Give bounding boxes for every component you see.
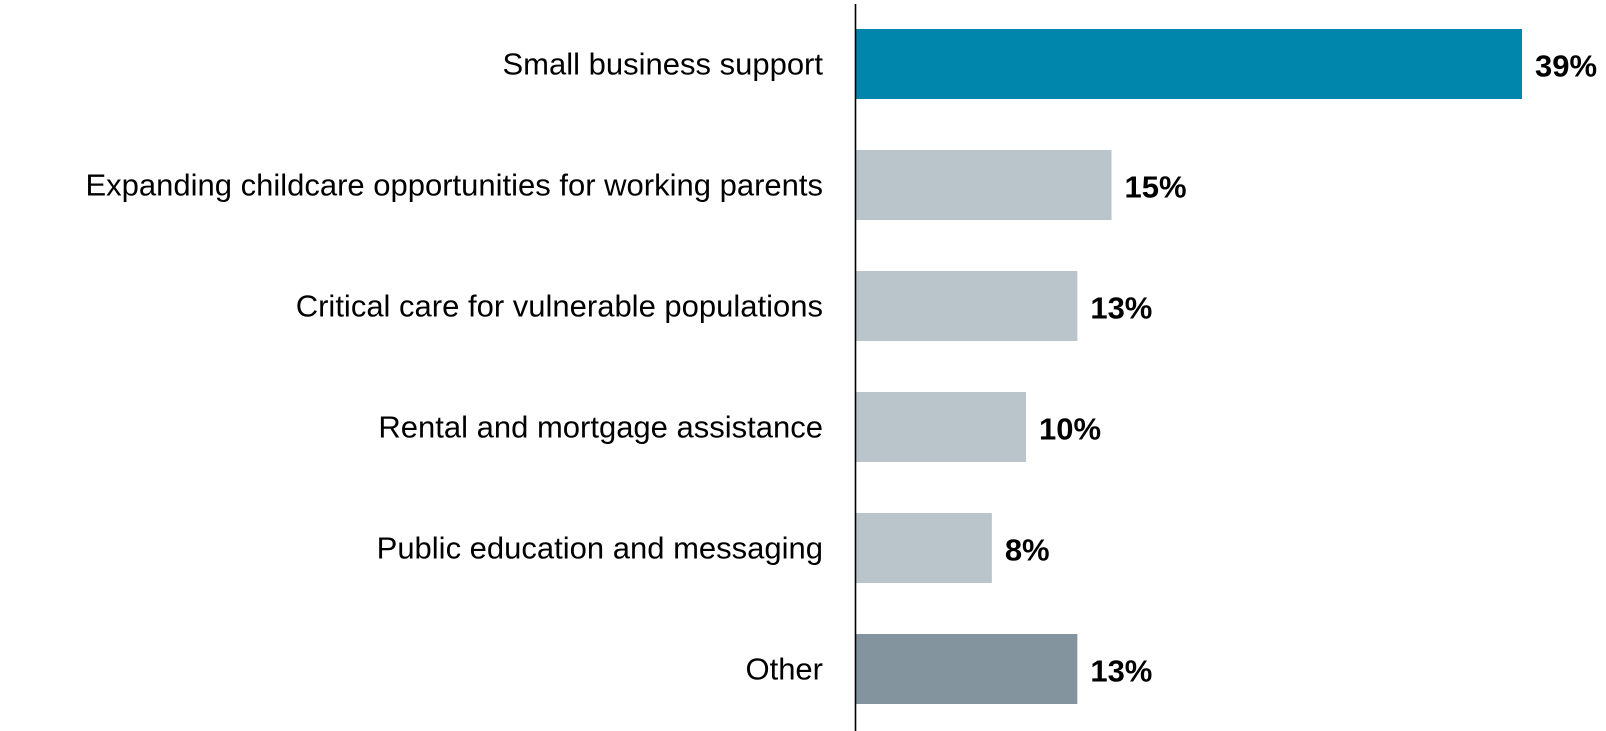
- category-label-2: Critical care for vulnerable populations: [296, 289, 823, 324]
- category-label-0: Small business support: [503, 47, 824, 82]
- bar-1: [855, 150, 1112, 220]
- value-label-1: 15%: [1125, 170, 1187, 205]
- bars-group: [855, 29, 1522, 704]
- bar-3: [855, 392, 1027, 462]
- value-label-0: 39%: [1535, 49, 1597, 84]
- category-label-4: Public education and messaging: [377, 531, 823, 566]
- value-labels-group: 39% 15% 13% 10% 8% 13%: [1005, 49, 1597, 689]
- bar-4: [855, 513, 992, 583]
- value-label-4: 8%: [1005, 533, 1050, 568]
- category-label-5: Other: [745, 652, 823, 687]
- category-label-1: Expanding childcare opportunities for wo…: [85, 168, 823, 203]
- category-label-3: Rental and mortgage assistance: [378, 410, 823, 445]
- value-label-2: 13%: [1090, 291, 1152, 326]
- bar-5: [855, 634, 1078, 704]
- value-label-3: 10%: [1039, 412, 1101, 447]
- bar-2: [855, 271, 1078, 341]
- value-label-5: 13%: [1090, 654, 1152, 689]
- category-labels-group: Small business support Expanding childcar…: [85, 47, 823, 687]
- bar-0: [855, 29, 1522, 99]
